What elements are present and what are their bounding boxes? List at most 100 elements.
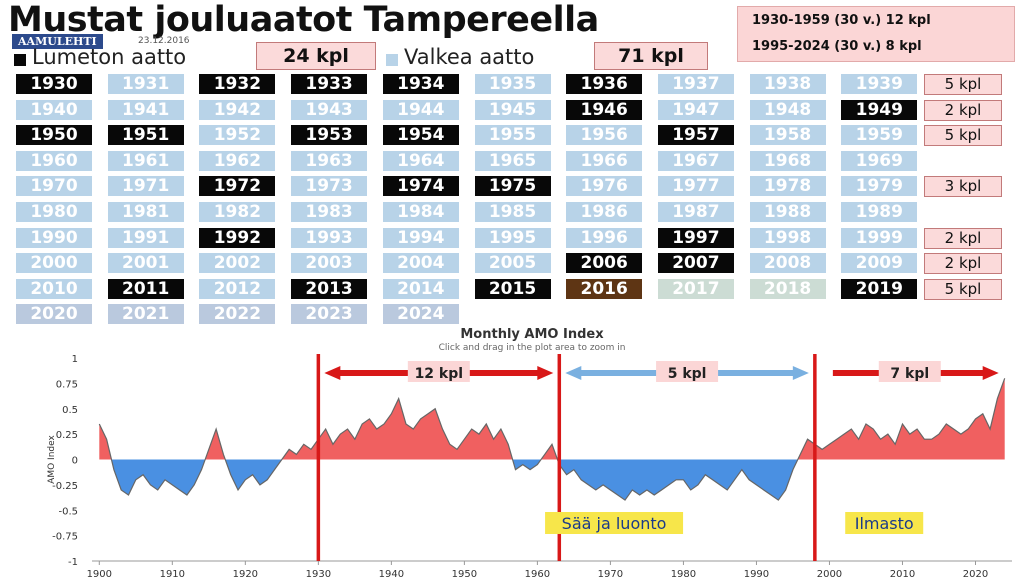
year-cell-2016: 2016: [566, 278, 643, 299]
year-cell-1994: 1994: [382, 227, 459, 248]
year-cell-1993: 1993: [291, 227, 368, 248]
row-count-badge: 5 kpl: [924, 278, 1002, 300]
arrow-head-left: [324, 366, 341, 380]
year-cell-1965: 1965: [474, 150, 551, 171]
year-cell-2019: 2019: [841, 278, 918, 299]
x-tick-label: 1970: [598, 569, 623, 580]
year-cell-1944: 1944: [382, 99, 459, 120]
year-cell-2006: 2006: [566, 253, 643, 274]
year-cell-1931: 1931: [107, 74, 184, 94]
arrow-head-left: [565, 366, 582, 380]
y-tick-label: -0.5: [58, 506, 78, 517]
year-cell-1997: 1997: [657, 227, 734, 248]
year-cell-1996: 1996: [566, 227, 643, 248]
year-cell-1985: 1985: [474, 202, 551, 222]
year-cell-2018: 2018: [749, 278, 826, 299]
year-cell-1958: 1958: [749, 125, 826, 146]
year-cell-1966: 1966: [566, 150, 643, 171]
year-cell-1992: 1992: [199, 227, 276, 248]
year-cell-1967: 1967: [657, 150, 734, 171]
year-cell-1979: 1979: [841, 176, 918, 197]
page-title: Mustat jouluaatot Tampereella: [8, 0, 599, 40]
year-cell-1935: 1935: [474, 74, 551, 94]
year-cell-2004: 2004: [382, 253, 459, 274]
year-cell-2001: 2001: [107, 253, 184, 274]
year-cell-1983: 1983: [291, 202, 368, 222]
year-cell-1975: 1975: [474, 176, 551, 197]
year-cell-2000: 2000: [16, 253, 92, 274]
period-count-label: 12 kpl: [415, 366, 464, 382]
year-cell-1970: 1970: [16, 176, 92, 197]
year-cell-1956: 1956: [566, 125, 643, 146]
year-cell-1959: 1959: [841, 125, 918, 146]
year-cell-1977: 1977: [657, 176, 734, 197]
year-cell-1980: 1980: [16, 202, 92, 222]
year-cell-1943: 1943: [291, 99, 368, 120]
year-cell-1963: 1963: [291, 150, 368, 171]
year-cell-1995: 1995: [474, 227, 551, 248]
year-cell-1947: 1947: [657, 99, 734, 120]
year-cell-2005: 2005: [474, 253, 551, 274]
year-cell-2017: 2017: [657, 278, 734, 299]
period-count-box: [878, 361, 941, 382]
x-tick-label: 1990: [744, 569, 769, 580]
year-cell-1982: 1982: [199, 202, 276, 222]
legend-black-label: Lumeton aatto: [32, 45, 187, 69]
legend-white-swatch: [386, 54, 398, 66]
year-cell-1961: 1961: [107, 150, 184, 171]
year-cell-2003: 2003: [291, 253, 368, 274]
year-cell-2022: 2022: [199, 304, 276, 325]
year-cell-1976: 1976: [566, 176, 643, 197]
year-cell-1941: 1941: [107, 99, 184, 120]
year-cell-1974: 1974: [382, 176, 459, 197]
year-cell-1960: 1960: [16, 150, 92, 171]
year-cell-1938: 1938: [749, 74, 826, 94]
year-cell-1978: 1978: [749, 176, 826, 197]
row-count-badge: 3 kpl: [924, 176, 1002, 198]
year-cell-1934: 1934: [382, 74, 459, 94]
year-cell-1971: 1971: [107, 176, 184, 197]
year-cell-2021: 2021: [107, 304, 184, 325]
year-cell-1945: 1945: [474, 99, 551, 120]
year-cell-1973: 1973: [291, 176, 368, 197]
year-cell-1939: 1939: [841, 74, 918, 94]
year-cell-1933: 1933: [291, 74, 368, 94]
chart-subtitle: Click and drag in the plot area to zoom …: [439, 343, 626, 353]
x-tick-label: 1940: [379, 569, 404, 580]
year-cell-1946: 1946: [566, 99, 643, 120]
year-cell-1949: 1949: [841, 99, 918, 120]
year-cell-2009: 2009: [841, 253, 918, 274]
period-count-label: 7 kpl: [890, 366, 929, 382]
year-cell-1962: 1962: [199, 150, 276, 171]
year-cell-1952: 1952: [199, 125, 276, 146]
year-cell-2007: 2007: [657, 253, 734, 274]
publish-date: 23.12.2016: [138, 36, 190, 46]
year-cell-1981: 1981: [107, 202, 184, 222]
row-count-badge: 5 kpl: [924, 125, 1002, 147]
arrow-head-right: [792, 366, 809, 380]
year-cell-1998: 1998: [749, 227, 826, 248]
year-cell-1957: 1957: [657, 125, 734, 146]
year-cell-2010: 2010: [16, 278, 92, 299]
period-count-label: 5 kpl: [668, 366, 707, 382]
legend-white-count: 71 kpl: [594, 42, 708, 70]
year-cell-1937: 1937: [657, 74, 734, 94]
year-cell-1932: 1932: [199, 74, 276, 94]
category-tag-box: [845, 512, 924, 534]
year-cell-2020: 2020: [16, 304, 92, 325]
category-tag: Ilmasto: [855, 514, 914, 533]
summary-line-2: 1995-2024 (30 v.) 8 kpl: [752, 39, 922, 54]
year-cell-2012: 2012: [199, 278, 276, 299]
year-cell-1964: 1964: [382, 150, 459, 171]
year-cell-1969: 1969: [841, 150, 918, 171]
period-count-box: [656, 361, 719, 382]
year-cell-2024: 2024: [382, 304, 459, 325]
positive-area: [99, 378, 1005, 460]
x-tick-label: 2000: [817, 569, 842, 580]
category-tag-box: [545, 512, 684, 534]
y-tick-label: 0.5: [62, 405, 78, 416]
year-cell-1989: 1989: [841, 202, 918, 222]
arrow-head-right: [982, 366, 999, 380]
legend-black-swatch: [14, 54, 26, 66]
